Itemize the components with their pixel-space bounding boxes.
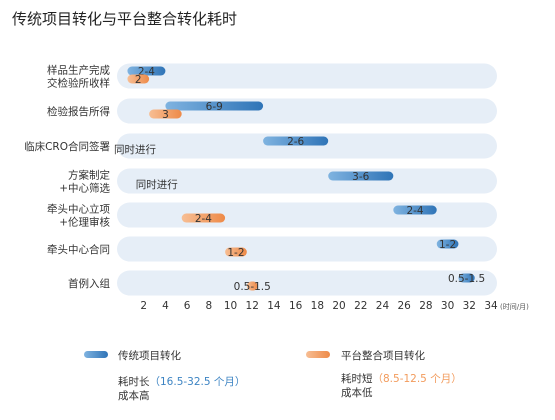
legend-label-traditional: 传统项目转化 xyxy=(118,350,181,362)
data-label-traditional: 3-6 xyxy=(352,171,369,183)
x-tick-label: 30 xyxy=(441,300,454,312)
bar-platform xyxy=(181,213,226,223)
data-label-traditional: 2-4 xyxy=(406,205,423,217)
legend-swatch-traditional xyxy=(84,351,108,358)
row-band xyxy=(117,270,497,296)
bar-traditional xyxy=(458,273,475,283)
x-tick-label: 34 xyxy=(484,300,498,312)
x-tick-label: 28 xyxy=(419,300,432,312)
x-tick-label: 8 xyxy=(205,300,212,312)
row-band xyxy=(117,168,497,194)
bar-platform xyxy=(225,247,247,257)
traditional-duration-label: 耗时长 xyxy=(118,376,150,388)
x-tick-label: 12 xyxy=(246,300,259,312)
category-label: +中心筛选 xyxy=(59,182,110,195)
platform-duration-value: （8.5-12.5 个月） xyxy=(372,373,462,385)
bar-traditional xyxy=(263,136,329,146)
data-label-platform: 2 xyxy=(135,74,142,86)
category-label: 临床CRO合同签署 xyxy=(24,140,110,153)
platform-duration-label: 耗时短 xyxy=(341,373,373,385)
x-tick-label: 18 xyxy=(311,300,324,312)
data-label-platform: 3 xyxy=(162,109,169,121)
legend-label-platform: 平台整合项目转化 xyxy=(341,350,425,362)
platform-cost-label: 成本低 xyxy=(341,387,373,399)
category-label: 牵头中心合同 xyxy=(47,243,110,256)
x-tick-label: 2 xyxy=(140,300,147,312)
data-label-traditional: 6-9 xyxy=(206,101,223,113)
data-label-platform: 同时进行 xyxy=(136,178,178,191)
category-label: 方案制定 xyxy=(68,169,110,182)
bar-traditional xyxy=(328,171,394,181)
category-label: 检验报告所得 xyxy=(47,105,110,118)
x-tick-label: 20 xyxy=(332,300,345,312)
category-label: 牵头中心立项 xyxy=(47,203,110,216)
bar-platform xyxy=(127,74,150,84)
bar-traditional xyxy=(127,66,166,76)
category-label: 交检验所收样 xyxy=(47,77,110,90)
bar-traditional xyxy=(436,239,459,249)
legend-swatch-platform xyxy=(306,351,330,358)
data-label-traditional: 1-2 xyxy=(439,239,456,251)
x-axis-unit: (时间/月) xyxy=(500,302,529,311)
row-band xyxy=(117,63,497,89)
data-label-platform: 同时进行 xyxy=(114,143,156,156)
x-tick-label: 32 xyxy=(463,300,476,312)
category-label: 样品生产完成 xyxy=(47,64,110,77)
data-label-traditional: 2-6 xyxy=(287,136,304,148)
x-tick-label: 14 xyxy=(267,300,281,312)
x-tick-label: 22 xyxy=(354,300,367,312)
bar-platform xyxy=(246,281,258,291)
traditional-duration-value: （16.5-32.5 个月） xyxy=(149,376,246,388)
x-tick-label: 4 xyxy=(162,300,169,312)
data-label-platform: 2-4 xyxy=(195,213,212,225)
category-label: 首例入组 xyxy=(68,277,110,290)
x-tick-label: 26 xyxy=(397,300,411,312)
row-band xyxy=(117,133,497,159)
chart-title: 传统项目转化与平台整合转化耗时 xyxy=(12,10,238,28)
x-tick-label: 24 xyxy=(376,300,390,312)
data-label-platform: 1-2 xyxy=(227,247,244,259)
legend-note-platform: 耗时短（8.5-12.5 个月） 成本低 xyxy=(341,372,462,400)
x-tick-label: 16 xyxy=(289,300,303,312)
row-band xyxy=(117,202,497,228)
bar-platform xyxy=(149,109,182,119)
x-tick-label: 10 xyxy=(224,300,237,312)
row-band xyxy=(117,236,497,262)
legend-note-traditional: 耗时长（16.5-32.5 个月） 成本高 xyxy=(118,375,245,403)
x-tick-label: 6 xyxy=(184,300,191,312)
traditional-cost-label: 成本高 xyxy=(118,390,150,402)
data-label-platform: 0.5-1.5 xyxy=(234,281,271,293)
data-label-traditional: 0.5-1.5 xyxy=(448,273,485,285)
category-label: +伦理审核 xyxy=(59,216,110,229)
bar-traditional xyxy=(165,101,264,111)
bar-traditional xyxy=(393,205,437,215)
